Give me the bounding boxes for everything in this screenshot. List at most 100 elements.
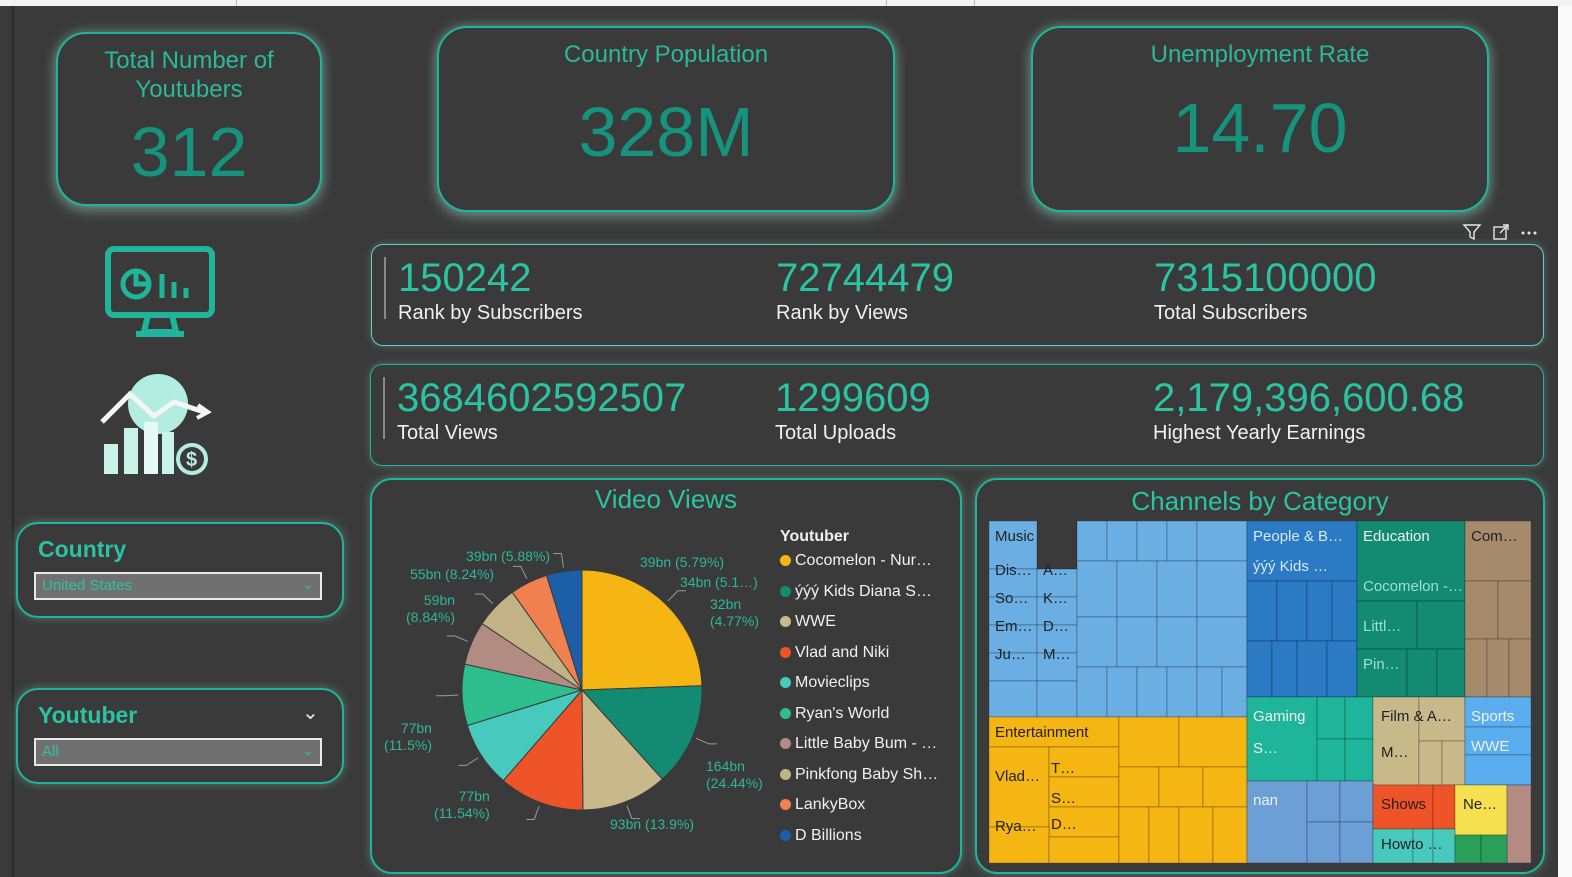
youtuber-dropdown[interactable]: All ⌄ [34, 738, 322, 766]
treemap-tile[interactable] [1344, 696, 1374, 740]
legend-item[interactable]: Little Baby Bum - … [780, 735, 937, 753]
legend-item[interactable]: D Billions [780, 827, 862, 845]
treemap-tile[interactable] [1464, 638, 1488, 698]
treemap-tile[interactable] [989, 652, 1038, 682]
treemap-tile[interactable] [1196, 666, 1223, 718]
country-dropdown[interactable]: United States ⌄ [34, 572, 322, 600]
treemap-tile[interactable] [1212, 806, 1248, 863]
treemap-tile[interactable] [1118, 766, 1160, 808]
treemap-tile[interactable] [1441, 740, 1466, 786]
treemap-tile[interactable] [1148, 806, 1180, 863]
treemap-category-block[interactable] [989, 716, 1248, 863]
treemap-tile[interactable] [1246, 580, 1278, 642]
filter-icon[interactable] [1462, 224, 1482, 241]
treemap-category-block[interactable] [1454, 784, 1508, 836]
treemap-tile[interactable] [989, 746, 1050, 828]
treemap-tile[interactable] [1464, 521, 1531, 582]
treemap-tile[interactable] [1076, 521, 1108, 562]
treemap-tile[interactable] [989, 521, 1038, 570]
treemap-tile[interactable] [1136, 666, 1168, 718]
treemap-category-block[interactable] [989, 521, 1248, 718]
treemap-tile[interactable] [1178, 806, 1214, 863]
treemap-tile[interactable] [1356, 648, 1408, 698]
treemap-tile[interactable] [1048, 836, 1120, 863]
treemap-category-block[interactable] [1464, 521, 1531, 698]
treemap-tile[interactable] [1036, 680, 1078, 718]
treemap-tile[interactable] [1356, 600, 1418, 650]
treemap-tile[interactable] [1158, 766, 1204, 808]
legend-item[interactable]: Pinkfong Baby Sh… [780, 766, 938, 784]
treemap-category-block[interactable] [1372, 828, 1456, 863]
treemap-tile[interactable] [1246, 780, 1308, 863]
legend-item[interactable]: Cocomelon - Nur… [780, 552, 932, 570]
treemap-tile[interactable] [1306, 821, 1341, 863]
legend-item[interactable]: Ryan's World [780, 705, 889, 723]
treemap-tile[interactable] [1036, 624, 1078, 654]
treemap-tile[interactable] [989, 680, 1038, 718]
treemap-tile[interactable] [1178, 716, 1248, 768]
treemap-tile[interactable] [1136, 521, 1168, 562]
treemap-tile[interactable] [1486, 638, 1510, 698]
treemap-tile[interactable] [1246, 640, 1273, 698]
treemap-tile[interactable] [989, 716, 1120, 748]
treemap-category-block[interactable] [1454, 834, 1508, 863]
treemap-tile[interactable] [1156, 616, 1198, 668]
right-scroll-strip[interactable] [1558, 6, 1572, 877]
treemap-tile[interactable] [1076, 616, 1118, 668]
legend-item[interactable]: WWE [780, 613, 836, 631]
treemap-tile[interactable] [1480, 834, 1508, 863]
treemap-tile[interactable] [1116, 560, 1158, 618]
legend-item[interactable]: Movieclips [780, 674, 870, 692]
chevron-down-icon[interactable]: ⌄ [302, 702, 319, 724]
treemap-tile[interactable] [1464, 726, 1531, 756]
youtuber-slicer[interactable]: Youtuber ⌄ All ⌄ [16, 688, 344, 784]
treemap-tile[interactable] [1196, 560, 1248, 618]
treemap-tile[interactable] [1196, 616, 1248, 668]
treemap-tile[interactable] [1118, 716, 1180, 768]
treemap-tile[interactable] [1316, 738, 1346, 782]
treemap-category-block[interactable] [1464, 696, 1531, 786]
treemap-tile[interactable] [1344, 738, 1374, 782]
country-slicer[interactable]: Country United States ⌄ [16, 522, 344, 618]
treemap-tile[interactable] [1416, 600, 1466, 650]
treemap-tile[interactable] [1339, 780, 1374, 823]
treemap-tile[interactable] [1166, 521, 1198, 562]
treemap-tile[interactable] [1436, 648, 1466, 698]
treemap-tile[interactable] [1497, 580, 1531, 640]
pie-slice[interactable] [545, 569, 583, 691]
focus-mode-icon[interactable] [1493, 224, 1509, 240]
treemap-tile[interactable] [1106, 666, 1138, 718]
kpi-multirow-card-1[interactable]: 150242 Rank by Subscribers 72744479 Rank… [371, 244, 1544, 346]
treemap-tile[interactable] [1316, 696, 1346, 740]
treemap-tile[interactable] [1076, 560, 1118, 618]
treemap-tile[interactable] [1306, 580, 1333, 642]
treemap-tile[interactable] [1454, 784, 1508, 836]
treemap-tile[interactable] [1271, 640, 1298, 698]
video-views-visual[interactable]: Video Views 164bn (24.44%) 93bn (13.9%) 77b… [370, 478, 962, 874]
treemap-tile[interactable] [1166, 666, 1198, 718]
treemap-tile[interactable] [1156, 560, 1198, 618]
treemap-tile[interactable] [1048, 806, 1120, 838]
treemap-tile[interactable] [1418, 740, 1443, 786]
card-country-population[interactable]: Country Population 328M [437, 26, 895, 212]
treemap-tile[interactable] [1464, 754, 1531, 786]
treemap-tile[interactable] [1306, 780, 1341, 823]
card-unemployment-rate[interactable]: Unemployment Rate 14.70 [1031, 26, 1489, 212]
pie-slice[interactable] [580, 685, 703, 780]
treemap-chart[interactable] [989, 521, 1531, 863]
card-total-youtubers[interactable]: Total Number of Youtubers 312 [56, 32, 322, 206]
treemap-category-block[interactable] [1356, 521, 1466, 698]
treemap-tile[interactable] [1036, 568, 1078, 598]
treemap-tile[interactable] [1406, 648, 1438, 698]
treemap-tile[interactable] [1221, 666, 1248, 718]
legend-item[interactable]: ýýý Kids Diana S… [780, 583, 932, 601]
treemap-category-block[interactable] [1246, 780, 1374, 863]
treemap-tile[interactable] [1454, 834, 1482, 863]
treemap-tile[interactable] [1372, 828, 1414, 863]
treemap-tile[interactable] [989, 624, 1038, 654]
treemap-category-block[interactable] [1246, 521, 1358, 698]
treemap-tile[interactable] [1276, 580, 1308, 642]
pie-slice[interactable] [502, 688, 584, 811]
kpi-multirow-card-2[interactable]: 3684602592507 Total Views 1299609 Total … [370, 364, 1544, 466]
treemap-tile[interactable] [1118, 806, 1150, 863]
